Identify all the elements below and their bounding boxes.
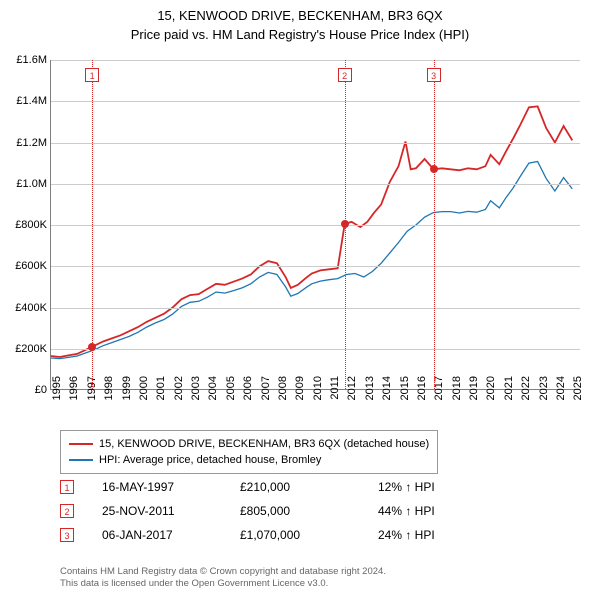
y-axis-label: £600K: [3, 260, 47, 272]
event-point: [430, 165, 438, 173]
transactions-table: 1 16-MAY-1997 £210,000 12% ↑ HPI 2 25-NOV-201…: [60, 480, 478, 552]
x-axis-label: 2024: [555, 376, 567, 416]
legend-label-property: 15, KENWOOD DRIVE, BECKENHAM, BR3 6QX (d…: [99, 436, 429, 452]
gridline-h: [51, 225, 580, 226]
gridline-h: [51, 101, 580, 102]
x-axis-label: 2013: [364, 376, 376, 416]
y-axis-label: £1.4M: [3, 95, 47, 107]
gridline-h: [51, 349, 580, 350]
x-axis-label: 1998: [103, 376, 115, 416]
x-axis-label: 2017: [433, 376, 445, 416]
tx-price: £805,000: [240, 504, 350, 518]
x-axis-label: 2006: [242, 376, 254, 416]
legend-swatch-property: [69, 443, 93, 445]
x-axis-label: 2014: [381, 376, 393, 416]
x-axis-label: 2010: [312, 376, 324, 416]
x-axis-label: 1999: [121, 376, 133, 416]
tx-date: 25-NOV-2011: [102, 504, 212, 518]
y-axis-label: £1.0M: [3, 178, 47, 190]
event-point: [88, 343, 96, 351]
y-axis-label: £0: [3, 384, 47, 396]
x-axis-label: 2011: [329, 376, 341, 416]
tx-date: 06-JAN-2017: [102, 528, 212, 542]
tx-hpi: 44% ↑ HPI: [378, 504, 478, 518]
x-axis-label: 2016: [416, 376, 428, 416]
event-vline: [92, 60, 93, 389]
legend-item-hpi: HPI: Average price, detached house, Brom…: [69, 452, 429, 468]
x-axis-label: 2003: [190, 376, 202, 416]
footer-line-2: This data is licensed under the Open Gov…: [60, 578, 386, 590]
y-axis-label: £1.6M: [3, 54, 47, 66]
chart-title-address: 15, KENWOOD DRIVE, BECKENHAM, BR3 6QX: [0, 8, 600, 23]
x-axis-label: 2005: [225, 376, 237, 416]
x-axis-label: 2004: [207, 376, 219, 416]
event-marker: 3: [427, 68, 441, 82]
x-axis-label: 2009: [294, 376, 306, 416]
y-axis-label: £200K: [3, 343, 47, 355]
chart-container: 15, KENWOOD DRIVE, BECKENHAM, BR3 6QX Pr…: [0, 8, 600, 598]
gridline-h: [51, 60, 580, 61]
x-axis-label: 2015: [399, 376, 411, 416]
legend-label-hpi: HPI: Average price, detached house, Brom…: [99, 452, 321, 468]
footer-line-1: Contains HM Land Registry data © Crown c…: [60, 566, 386, 578]
tx-price: £1,070,000: [240, 528, 350, 542]
event-vline: [434, 60, 435, 389]
transaction-row: 2 25-NOV-2011 £805,000 44% ↑ HPI: [60, 504, 478, 518]
tx-marker: 2: [60, 504, 74, 518]
event-marker: 2: [338, 68, 352, 82]
legend-swatch-hpi: [69, 459, 93, 461]
transaction-row: 1 16-MAY-1997 £210,000 12% ↑ HPI: [60, 480, 478, 494]
legend-box: 15, KENWOOD DRIVE, BECKENHAM, BR3 6QX (d…: [60, 430, 438, 474]
x-axis-label: 2021: [503, 376, 515, 416]
tx-marker: 1: [60, 480, 74, 494]
x-axis-label: 2022: [520, 376, 532, 416]
y-axis-label: £1.2M: [3, 137, 47, 149]
x-axis-label: 2020: [485, 376, 497, 416]
x-axis-label: 2002: [173, 376, 185, 416]
plot-area: £0£200K£400K£600K£800K£1.0M£1.2M£1.4M£1.…: [50, 60, 580, 390]
tx-marker: 3: [60, 528, 74, 542]
legend-item-property: 15, KENWOOD DRIVE, BECKENHAM, BR3 6QX (d…: [69, 436, 429, 452]
transaction-row: 3 06-JAN-2017 £1,070,000 24% ↑ HPI: [60, 528, 478, 542]
x-axis-label: 2023: [538, 376, 550, 416]
tx-date: 16-MAY-1997: [102, 480, 212, 494]
gridline-h: [51, 266, 580, 267]
series-line: [51, 106, 572, 357]
x-axis-label: 2025: [572, 376, 584, 416]
tx-hpi: 24% ↑ HPI: [378, 528, 478, 542]
x-axis-label: 2007: [260, 376, 272, 416]
x-axis-label: 2008: [277, 376, 289, 416]
gridline-h: [51, 143, 580, 144]
y-axis-label: £400K: [3, 302, 47, 314]
gridline-h: [51, 308, 580, 309]
x-axis-label: 2000: [138, 376, 150, 416]
x-axis-label: 2001: [155, 376, 167, 416]
x-axis-label: 1995: [51, 376, 63, 416]
event-marker: 1: [85, 68, 99, 82]
gridline-h: [51, 184, 580, 185]
series-line: [51, 162, 572, 359]
tx-hpi: 12% ↑ HPI: [378, 480, 478, 494]
chart-subtitle: Price paid vs. HM Land Registry's House …: [0, 27, 600, 42]
x-axis-label: 2012: [346, 376, 358, 416]
tx-price: £210,000: [240, 480, 350, 494]
x-axis-label: 1996: [68, 376, 80, 416]
footer-attribution: Contains HM Land Registry data © Crown c…: [60, 566, 386, 590]
x-axis-label: 2018: [451, 376, 463, 416]
event-point: [341, 220, 349, 228]
y-axis-label: £800K: [3, 219, 47, 231]
x-axis-label: 2019: [468, 376, 480, 416]
